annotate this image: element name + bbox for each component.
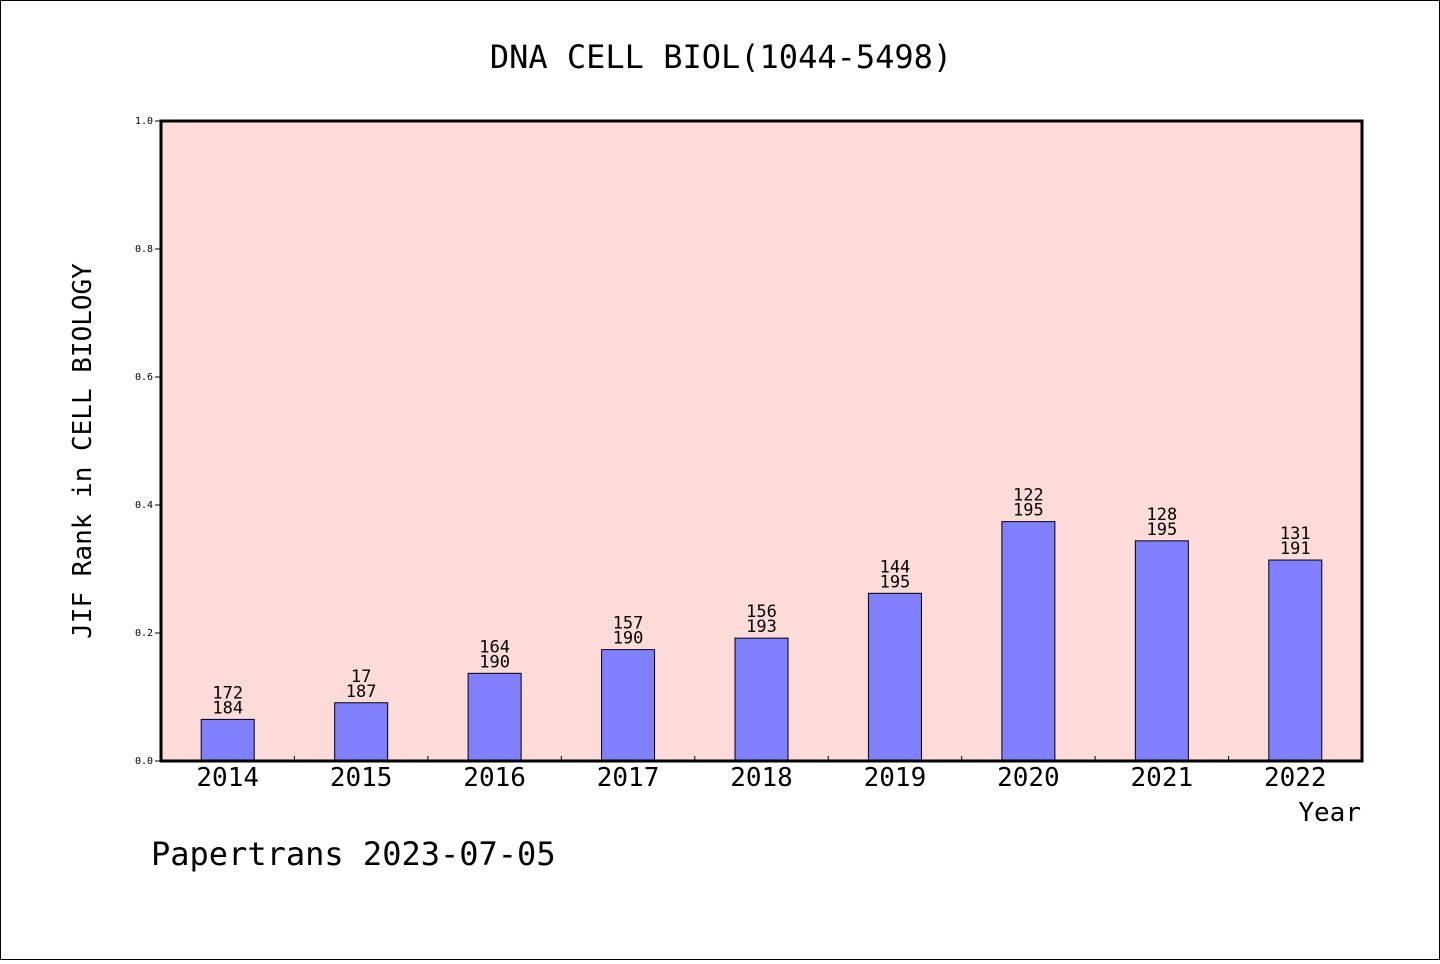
x-axis-label: Year (1298, 798, 1361, 828)
y-axis-label: JIF Rank in CELL BIOLOGY (68, 263, 98, 639)
y-tick-label: 0.4 (135, 500, 153, 511)
bar-label-total: 190 (479, 652, 510, 672)
bar-2022 (1268, 559, 1323, 762)
bar-label-rank: 131 (1280, 524, 1311, 544)
bar-label-rank: 122 (1013, 486, 1044, 506)
plot-border (159, 119, 1364, 763)
bar-label-rank: 144 (880, 557, 911, 577)
bar-label-rank: 172 (212, 683, 243, 703)
bar-2020 (1001, 521, 1056, 762)
x-tick-label: 2022 (1264, 763, 1327, 793)
bar-2016 (467, 672, 522, 762)
y-tick-label: 0.2 (135, 628, 153, 639)
y-tick-label: 0.6 (135, 372, 153, 383)
bar-label-total: 184 (212, 698, 243, 718)
bar-label-rank: 157 (613, 614, 644, 634)
bar-2019 (867, 592, 922, 762)
bar-label-rank: 156 (746, 602, 777, 622)
bar-label-total: 190 (613, 629, 644, 649)
bar-label-rank: 17 (351, 667, 371, 687)
bar-label-total: 187 (346, 682, 377, 702)
x-tick-label: 2021 (1131, 763, 1194, 793)
x-tick-label: 2019 (864, 763, 927, 793)
footer-note: Papertrans 2023-07-05 (151, 835, 556, 873)
x-tick-label: 2020 (997, 763, 1060, 793)
x-tick-label: 2015 (330, 763, 393, 793)
y-tick-label: 0.8 (135, 244, 153, 255)
bar-2014 (200, 718, 255, 762)
x-tick-label: 2018 (730, 763, 793, 793)
bar-label-rank: 128 (1146, 505, 1177, 525)
bar-2017 (601, 649, 656, 762)
bar-2021 (1134, 540, 1189, 762)
bar-label-total: 195 (1013, 501, 1044, 521)
y-axis-ticks: 0.0 0.2 0.4 0.6 0.8 1.0 (135, 116, 161, 767)
bars-group (200, 521, 1323, 762)
x-tick-label: 2014 (196, 763, 259, 793)
bar-label-total: 191 (1280, 539, 1311, 559)
y-tick-label: 0.0 (135, 756, 153, 767)
chart-title: DNA CELL BIOL(1044-5498) (490, 38, 952, 76)
x-axis-ticks: 2014 2015 2016 2017 2018 2019 2020 2021 2022 (196, 756, 1327, 793)
bar-2018 (734, 637, 789, 762)
x-tick-label: 2017 (597, 763, 660, 793)
bar-label-total: 195 (880, 572, 911, 592)
y-tick-label: 1.0 (135, 116, 153, 127)
bar-labels-group: 1721841718716419015719015619314419512219… (212, 486, 1310, 719)
x-tick-label: 2016 (463, 763, 526, 793)
bar-label-rank: 164 (479, 637, 510, 657)
bar-label-total: 193 (746, 617, 777, 637)
bar-2015 (334, 702, 389, 762)
bar-label-total: 195 (1146, 520, 1177, 540)
